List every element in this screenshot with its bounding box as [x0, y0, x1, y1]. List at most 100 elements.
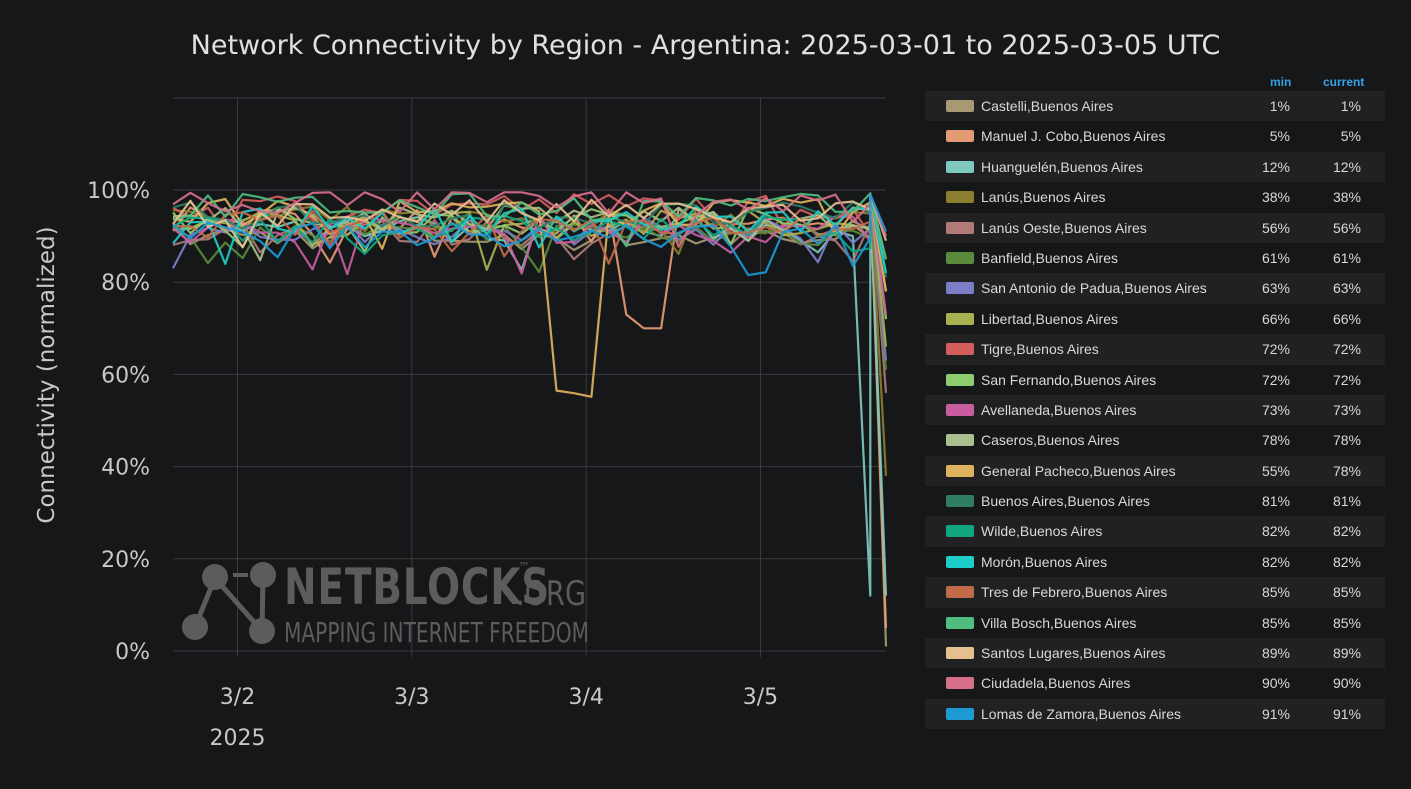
- legend-row[interactable]: Ciudadela,Buenos Aires 90% 90%: [925, 668, 1385, 698]
- legend-swatch[interactable]: [946, 160, 974, 173]
- legend-header: min current: [925, 73, 1385, 91]
- legend-current-value: 73%: [1332, 401, 1361, 418]
- legend-swatch[interactable]: [946, 221, 974, 234]
- legend-current-value: 12%: [1332, 158, 1361, 175]
- legend-series-name[interactable]: Castelli,Buenos Aires: [981, 98, 1114, 114]
- legend-swatch[interactable]: [946, 403, 974, 416]
- series-line: [172, 191, 888, 248]
- legend-series-name[interactable]: Morón,Buenos Aires: [981, 553, 1108, 570]
- legend-swatch[interactable]: [946, 495, 974, 508]
- legend-series-name[interactable]: Lanús Oeste,Buenos Aires: [981, 219, 1147, 236]
- legend-row[interactable]: Santos Lugares,Buenos Aires 89% 89%: [925, 638, 1385, 669]
- legend-min-value: 66%: [1261, 310, 1290, 327]
- legend-swatch[interactable]: [946, 100, 974, 112]
- legend-row[interactable]: Lomas de Zamora,Buenos Aires 91% 91%: [925, 698, 1385, 730]
- legend-swatch[interactable]: [946, 707, 974, 720]
- watermark-brand: NETBLOCKS: [284, 558, 551, 616]
- legend-row[interactable]: Wilde,Buenos Aires 82% 82%: [925, 516, 1385, 547]
- legend-min-value: 73%: [1261, 401, 1290, 418]
- legend-row[interactable]: Buenos Aires,Buenos Aires 81% 81%: [925, 486, 1385, 516]
- legend-min-value: 85%: [1261, 584, 1290, 601]
- legend-row[interactable]: Tres de Febrero,Buenos Aires 85% 85%: [925, 577, 1385, 608]
- y-tick-label: 80%: [101, 271, 150, 296]
- legend-row[interactable]: Morón,Buenos Aires 82% 82%: [925, 547, 1385, 577]
- series-line: [172, 193, 888, 277]
- legend-swatch[interactable]: [946, 555, 974, 568]
- legend-swatch[interactable]: [946, 464, 974, 477]
- watermark-org: .ORG: [516, 574, 587, 614]
- legend-row[interactable]: Villa Bosch,Buenos Aires 85% 85%: [925, 608, 1385, 638]
- x-tick-year-label: 2025: [210, 726, 266, 751]
- legend-row[interactable]: Tigre,Buenos Aires 72% 72%: [925, 334, 1385, 365]
- x-tick-label: 3/4: [568, 685, 603, 710]
- legend-series-name[interactable]: Santos Lugares,Buenos Aires: [981, 645, 1166, 662]
- legend-current-value: 72%: [1332, 371, 1361, 388]
- legend-series-name[interactable]: General Pacheco,Buenos Aires: [981, 462, 1176, 479]
- legend-row[interactable]: Lanús,Buenos Aires 38% 38%: [925, 182, 1385, 212]
- legend-swatch[interactable]: [946, 647, 974, 660]
- legend-series-name[interactable]: San Antonio de Padua,Buenos Aires: [981, 280, 1207, 297]
- legend-series-name[interactable]: Buenos Aires,Buenos Aires: [981, 493, 1150, 510]
- legend-row[interactable]: Huanguelén,Buenos Aires 12% 12%: [925, 151, 1385, 183]
- legend-current-value: 81%: [1332, 493, 1361, 510]
- legend-row[interactable]: Banfield,Buenos Aires 61% 61%: [925, 243, 1385, 273]
- legend-swatch[interactable]: [946, 373, 974, 386]
- legend-swatch[interactable]: [946, 525, 974, 538]
- legend-min-value: 91%: [1261, 705, 1290, 722]
- legend-swatch[interactable]: [946, 251, 974, 264]
- legend-series-name[interactable]: Banfield,Buenos Aires: [981, 249, 1118, 266]
- legend-row[interactable]: Manuel J. Cobo,Buenos Aires 5% 5%: [925, 121, 1385, 151]
- legend-series-name[interactable]: Lomas de Zamora,Buenos Aires: [981, 705, 1181, 722]
- legend-row[interactable]: Libertad,Buenos Aires 66% 66%: [925, 304, 1385, 334]
- legend-current-value: 82%: [1332, 553, 1361, 570]
- y-axis-label: Connectivity (normalized): [34, 226, 60, 523]
- legend-swatch[interactable]: [946, 616, 974, 629]
- legend-swatch[interactable]: [946, 677, 974, 690]
- legend-min-value: 1%: [1269, 98, 1290, 114]
- legend-series-name[interactable]: Manuel J. Cobo,Buenos Aires: [981, 128, 1166, 145]
- netblocks-watermark: NETBLOCKS ™ .ORG MAPPING INTERNET FREEDO…: [178, 558, 589, 653]
- legend-series-name[interactable]: Caseros,Buenos Aires: [981, 432, 1120, 449]
- watermark-trademark: ™: [518, 560, 530, 574]
- legend-row[interactable]: Avellaneda,Buenos Aires 73% 73%: [925, 394, 1385, 426]
- legend-row[interactable]: Lanús Oeste,Buenos Aires 56% 56%: [925, 212, 1385, 243]
- y-tick-label: 20%: [101, 548, 150, 573]
- legend-swatch[interactable]: [946, 586, 974, 599]
- legend-series-name[interactable]: Libertad,Buenos Aires: [981, 310, 1118, 327]
- legend-series-name[interactable]: Villa Bosch,Buenos Aires: [981, 614, 1137, 631]
- legend-series-name[interactable]: Tres de Febrero,Buenos Aires: [981, 584, 1168, 601]
- y-tick-label: 0%: [115, 640, 150, 665]
- legend-swatch[interactable]: [946, 312, 974, 325]
- legend-series-name[interactable]: Huanguelén,Buenos Aires: [981, 158, 1143, 175]
- legend-row[interactable]: General Pacheco,Buenos Aires 55% 78%: [925, 455, 1385, 487]
- legend-min-value: 81%: [1261, 493, 1290, 510]
- legend-min-value: 78%: [1261, 432, 1290, 449]
- legend-series-name[interactable]: Avellaneda,Buenos Aires: [981, 401, 1137, 418]
- legend-row[interactable]: San Fernando,Buenos Aires 72% 72%: [925, 365, 1385, 395]
- legend-current-value: 85%: [1332, 614, 1361, 631]
- legend-swatch[interactable]: [946, 191, 974, 204]
- legend-series-name[interactable]: San Fernando,Buenos Aires: [981, 371, 1157, 388]
- legend-min-value: 72%: [1261, 371, 1290, 388]
- x-tick-label: 3/3: [394, 685, 429, 710]
- legend-series-name[interactable]: Ciudadela,Buenos Aires: [981, 675, 1131, 692]
- legend-swatch[interactable]: [946, 130, 974, 143]
- legend-swatch[interactable]: [946, 434, 974, 447]
- legend-current-value: 63%: [1332, 280, 1361, 297]
- legend-swatch[interactable]: [946, 343, 974, 356]
- legend-min-value: 12%: [1261, 158, 1290, 175]
- legend-row[interactable]: Caseros,Buenos Aires 78% 78%: [925, 425, 1385, 455]
- legend-current-value: 82%: [1332, 523, 1361, 540]
- legend-series-name[interactable]: Tigre,Buenos Aires: [981, 341, 1099, 358]
- legend-current-value: 66%: [1332, 310, 1361, 327]
- legend-row[interactable]: San Antonio de Padua,Buenos Aires 63% 63%: [925, 273, 1385, 304]
- legend-current-value: 89%: [1332, 645, 1361, 662]
- legend-series-name[interactable]: Wilde,Buenos Aires: [981, 523, 1103, 540]
- legend-min-value: 72%: [1261, 341, 1290, 358]
- legend-min-header[interactable]: min: [1270, 75, 1292, 89]
- legend-series-name[interactable]: Lanús,Buenos Aires: [981, 189, 1106, 206]
- legend-row[interactable]: Castelli,Buenos Aires 1% 1%: [925, 91, 1385, 122]
- y-tick-label: 100%: [87, 179, 150, 204]
- legend-swatch[interactable]: [946, 282, 974, 295]
- legend-current-header[interactable]: current: [1323, 75, 1365, 89]
